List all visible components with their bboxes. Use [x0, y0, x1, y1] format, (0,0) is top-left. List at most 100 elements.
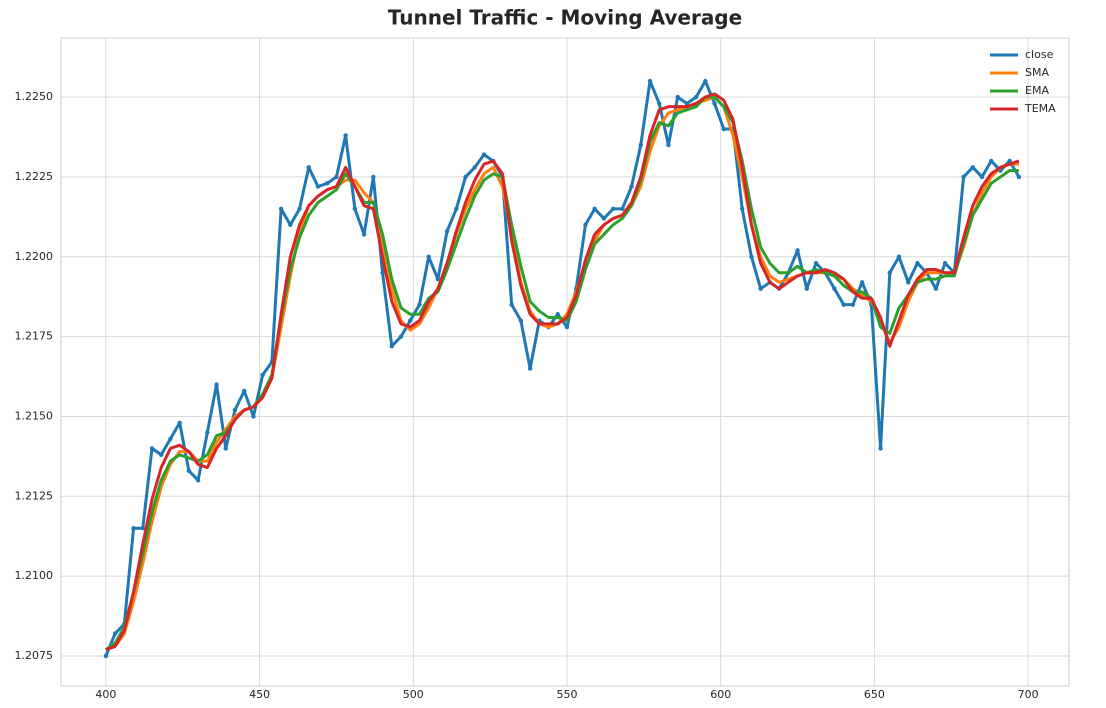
data-point: [666, 142, 671, 148]
data-point: [288, 222, 293, 228]
y-tick-label: 1.2250: [15, 90, 54, 103]
legend-label: SMA: [1025, 66, 1049, 79]
data-point: [195, 478, 201, 483]
y-tick-label: 1.2175: [15, 330, 54, 343]
data-point: [371, 174, 376, 180]
data-point: [638, 142, 643, 148]
y-tick-label: 1.2125: [15, 489, 54, 502]
data-point: [361, 232, 367, 237]
data-point: [601, 216, 607, 221]
data-point: [398, 334, 404, 339]
data-point: [352, 206, 358, 212]
data-point: [933, 286, 939, 291]
x-tick-label: 450: [249, 688, 270, 701]
data-point: [989, 158, 994, 164]
data-point: [878, 446, 883, 451]
data-point: [675, 94, 680, 100]
data-point: [131, 526, 136, 531]
data-point: [325, 181, 330, 186]
x-tick-label: 400: [95, 688, 116, 701]
y-tick-label: 1.2225: [15, 170, 54, 183]
data-point: [435, 276, 441, 282]
data-point: [177, 420, 182, 426]
data-point: [306, 165, 311, 170]
data-point: [906, 280, 911, 285]
data-point: [509, 302, 514, 307]
data-point: [896, 254, 902, 259]
data-point: [168, 436, 173, 442]
data-point: [408, 318, 413, 323]
data-point: [214, 382, 219, 387]
data-point: [242, 388, 247, 394]
data-point: [140, 526, 145, 531]
data-point: [334, 174, 339, 180]
data-point: [850, 302, 856, 307]
data-point: [389, 343, 394, 349]
data-point: [149, 446, 155, 451]
y-tick-label: 1.2075: [15, 649, 54, 662]
series-line: [105, 92, 1020, 652]
data-point: [804, 286, 809, 291]
legend-label: TEMA: [1024, 102, 1056, 115]
data-point: [758, 286, 763, 291]
chart-title: Tunnel Traffic - Moving Average: [388, 6, 742, 30]
data-point: [103, 653, 109, 659]
data-point: [232, 407, 238, 413]
data-point: [657, 101, 662, 106]
data-point: [463, 174, 468, 180]
data-point: [887, 270, 892, 275]
data-point: [620, 206, 625, 212]
data-point: [749, 254, 754, 259]
data-point: [481, 152, 487, 157]
data-point: [205, 430, 210, 435]
data-point: [343, 133, 348, 138]
data-point: [859, 280, 865, 285]
y-tick-label: 1.2200: [15, 250, 54, 263]
data-point: [693, 94, 699, 100]
data-point: [592, 206, 597, 212]
data-point: [159, 452, 164, 457]
data-point: [1016, 174, 1022, 180]
x-tick-label: 650: [864, 688, 885, 701]
data-point: [721, 126, 726, 132]
data-point: [260, 372, 265, 378]
data-point: [942, 260, 948, 266]
legend-label: EMA: [1025, 84, 1049, 97]
data-point: [740, 206, 745, 212]
data-point: [915, 260, 920, 266]
data-point: [555, 312, 560, 317]
data-point: [472, 165, 477, 170]
data-point: [186, 468, 192, 473]
data-point: [315, 184, 321, 189]
x-tick-label: 550: [556, 688, 577, 701]
data-point: [380, 270, 385, 275]
data-point: [970, 165, 975, 170]
x-tick-label: 500: [403, 688, 424, 701]
data-point: [518, 318, 524, 323]
data-point: [444, 229, 450, 234]
data-point: [297, 206, 302, 212]
x-tick-label: 700: [1018, 688, 1039, 701]
y-tick-label: 1.2100: [15, 569, 54, 582]
data-point: [712, 101, 717, 106]
data-point: [564, 324, 570, 330]
data-point: [647, 78, 653, 84]
data-point: [813, 260, 819, 266]
data-point: [961, 174, 966, 180]
data-point: [795, 248, 800, 253]
data-point: [278, 206, 284, 212]
legend-label: close: [1025, 48, 1054, 61]
data-point: [251, 414, 256, 419]
data-point: [527, 366, 533, 371]
data-point: [703, 78, 708, 84]
data-point: [426, 254, 431, 259]
data-point: [583, 222, 588, 228]
data-point: [1007, 158, 1012, 164]
data-point: [610, 206, 616, 212]
data-point: [112, 631, 118, 636]
data-point: [629, 184, 634, 189]
data-point: [417, 302, 422, 307]
